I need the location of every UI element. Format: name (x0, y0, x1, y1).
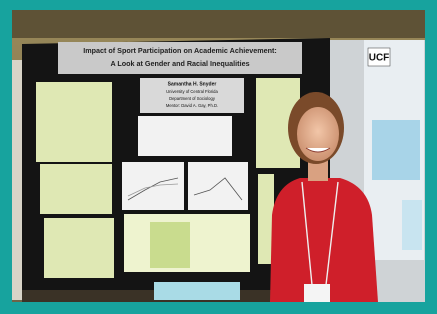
logo-text: UCF (369, 53, 390, 64)
poster-title: Impact of Sport Participation on Academi… (83, 46, 277, 55)
page: {"poster": { "title_lines": ["Impact of … (0, 0, 437, 314)
author-name: Samantha H. Snyder (168, 81, 217, 87)
poster-title: A Look at Gender and Racial Inequalities (110, 59, 249, 68)
author-line: Mentor: David A. Gay, Ph.D. (166, 103, 218, 108)
text-panel (36, 82, 112, 162)
side-panel (402, 200, 422, 250)
author-line: Department of Sociology (169, 96, 216, 101)
ceiling (12, 10, 425, 38)
handout-box (154, 282, 240, 300)
text-panel (40, 164, 112, 214)
photo: UCF Impact of Sport Participation on Aca… (0, 0, 437, 314)
red-shirt (270, 178, 378, 302)
text-panel (44, 218, 114, 278)
side-panel (372, 120, 420, 180)
table-panel (138, 116, 232, 156)
results-highlight (150, 222, 190, 268)
author-line: University of Central Florida (166, 89, 218, 94)
name-badge (304, 284, 330, 302)
face (297, 107, 339, 161)
graph-panel (188, 162, 248, 210)
